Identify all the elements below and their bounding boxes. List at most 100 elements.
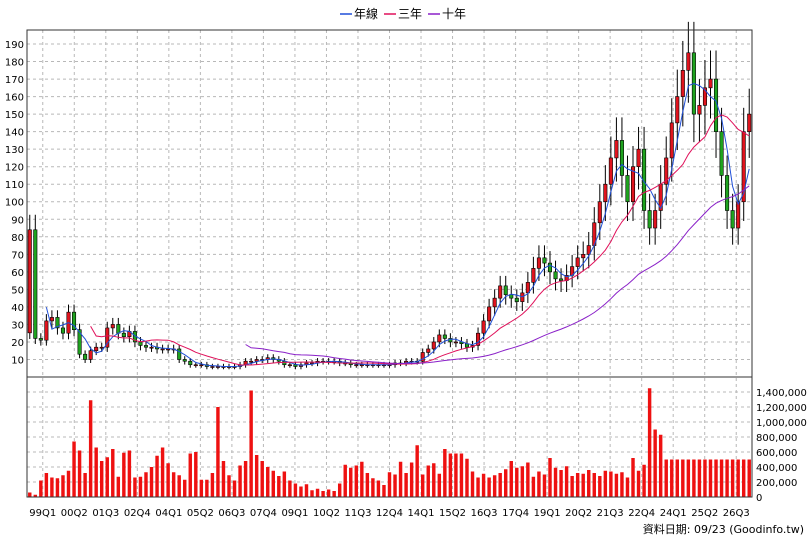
x-tick-label: 16Q3 [471, 508, 498, 519]
grid-lines [27, 30, 752, 497]
volume-bar [39, 480, 43, 497]
volume-bar [111, 449, 115, 497]
x-tick-label: 07Q4 [250, 508, 277, 519]
volume-bar [587, 470, 591, 497]
volume-bar [509, 461, 513, 497]
volume-bar [133, 477, 137, 497]
candle-body [249, 360, 254, 363]
candle-body [581, 254, 586, 259]
volume-bar [398, 461, 403, 497]
volume-bar [526, 462, 530, 497]
volume-bar [260, 461, 264, 497]
volume-panel-frame [26, 376, 753, 498]
volume-bar [636, 470, 641, 497]
volume-bar [603, 470, 608, 497]
candle-body [747, 113, 752, 132]
volume-bar [575, 473, 580, 497]
candle-body [614, 140, 619, 159]
volume-bar [570, 476, 574, 497]
volume-tick-label: 800,000 [756, 433, 797, 444]
candle-body [531, 268, 536, 283]
volume-bar [432, 463, 436, 497]
volume-bar [299, 486, 303, 497]
moving-averages [45, 82, 750, 367]
volume-bar [282, 471, 287, 497]
legend-label-2: 十年 [442, 7, 466, 21]
volume-bar [564, 466, 569, 497]
volume-bar [332, 491, 336, 497]
candle-body [603, 183, 608, 203]
volume-bar [155, 455, 159, 497]
volume-tick-label: 1,400,000 [756, 388, 807, 399]
legend-label-0: 年線 [354, 6, 378, 21]
volume-bar [116, 476, 121, 497]
price-tick-label: 80 [11, 233, 24, 244]
x-tick-label: 02Q4 [124, 508, 151, 519]
volume-bar [387, 472, 392, 497]
volume-bar [28, 492, 32, 497]
candle-body [437, 334, 442, 343]
volume-bar [61, 475, 65, 497]
x-axis: 99Q1 00Q2 01Q3 02Q4 04Q1 05Q2 06Q3 07Q4 09Q1 10Q2… [29, 508, 749, 519]
candle-body [525, 282, 530, 294]
x-tick-label: 99Q1 [29, 508, 56, 519]
candle-body [702, 87, 707, 106]
volume-bar [415, 445, 419, 497]
candle-body [553, 271, 558, 280]
volume-bar [736, 459, 740, 497]
price-tick-label: 90 [11, 215, 24, 226]
volume-bar [254, 455, 259, 497]
price-tick-label: 50 [11, 285, 24, 296]
volume-bar [221, 461, 226, 497]
volume-bar [470, 471, 475, 497]
volume-bar [144, 472, 148, 497]
candle-body [647, 210, 652, 229]
x-tick-label: 26Q3 [723, 508, 750, 519]
price-tick-label: 170 [5, 75, 24, 86]
candle-body [94, 346, 99, 352]
price-tick-label: 20 [11, 338, 24, 349]
volume-bar [531, 476, 536, 497]
volume-bar [249, 390, 253, 497]
candle-body [99, 346, 104, 349]
legend-label-1: 三年 [398, 7, 422, 21]
volume-tick-label: 600,000 [756, 448, 797, 459]
candle-body [453, 341, 458, 344]
volume-bar [708, 459, 713, 497]
volume-bar [337, 483, 342, 497]
volume-bar [205, 479, 209, 497]
volume-bar [210, 473, 215, 497]
ma-line-1 [90, 114, 750, 366]
volume-bar [420, 474, 425, 497]
volume-bar [122, 452, 126, 497]
candle-body [664, 157, 669, 185]
candle-body [426, 348, 431, 353]
candle-body [503, 285, 508, 295]
candle-body [547, 262, 553, 273]
candle-body [44, 320, 49, 341]
x-tick-label: 04Q1 [155, 508, 182, 519]
candle-body [630, 166, 636, 203]
volume-bar [592, 473, 596, 497]
candle-body [586, 245, 591, 255]
candle-body [83, 353, 88, 360]
volume-bar [360, 461, 364, 497]
candle-body [160, 348, 165, 351]
volume-bar [681, 459, 685, 497]
volume-bar [520, 466, 525, 497]
candle-body [625, 175, 630, 203]
volume-bar [365, 473, 370, 497]
volume-bar [88, 400, 93, 497]
candle-body [536, 257, 541, 269]
volume-bar [216, 407, 220, 497]
candle-body [149, 346, 154, 349]
candle-body [575, 257, 580, 267]
x-tick-label: 22Q4 [628, 508, 655, 519]
volume-tick-label: 400,000 [756, 463, 797, 474]
volume-bar [559, 470, 563, 497]
price-tick-label: 60 [11, 268, 24, 279]
candle-body [741, 131, 746, 203]
volume-bar [647, 388, 652, 497]
price-tick-label: 180 [5, 58, 24, 69]
